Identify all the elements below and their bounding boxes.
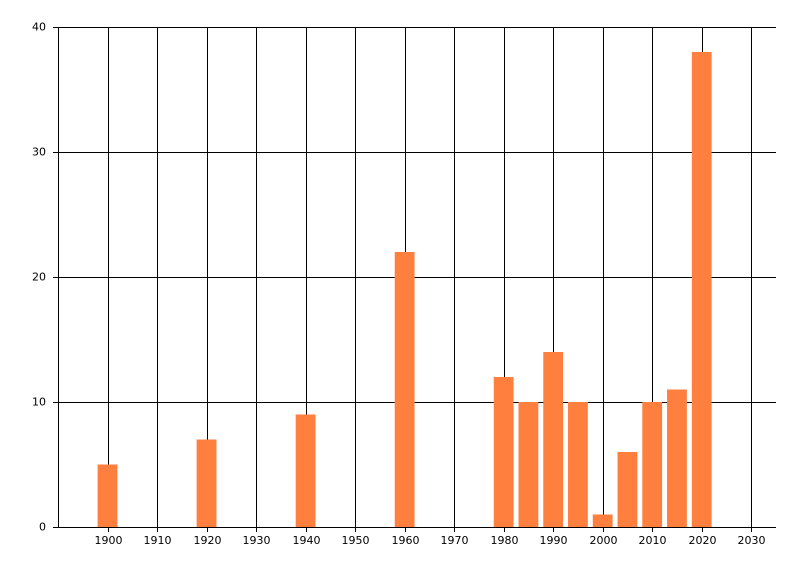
x-tick-label: 1990 (540, 534, 568, 547)
bar (568, 402, 588, 527)
x-tick-label: 2010 (639, 534, 667, 547)
x-tick-label: 1930 (243, 534, 271, 547)
x-tick-label: 2000 (590, 534, 618, 547)
x-tick-label: 1960 (392, 534, 420, 547)
x-tick-label: 1910 (144, 534, 172, 547)
y-tick-label: 10 (32, 396, 46, 409)
x-tick-label: 1900 (95, 534, 123, 547)
bar (394, 252, 415, 527)
x-tick-label: 1940 (293, 534, 321, 547)
y-tick-label: 20 (32, 271, 46, 284)
bar (592, 514, 613, 527)
y-tick-label: 30 (32, 146, 46, 159)
x-tick-label: 1970 (441, 534, 469, 547)
bar (295, 414, 316, 527)
x-tick-label: 1950 (342, 534, 370, 547)
bar (196, 439, 217, 527)
bar (617, 452, 638, 527)
bar (667, 389, 687, 527)
y-tick-label: 0 (39, 521, 46, 534)
x-tick-label: 1980 (491, 534, 519, 547)
bar (642, 402, 663, 527)
x-tick-label: 2030 (738, 534, 766, 547)
bar (691, 52, 712, 527)
x-tick-label: 1920 (194, 534, 222, 547)
bar (493, 377, 514, 527)
bar (97, 464, 118, 527)
bar (518, 402, 539, 527)
y-tick-label: 40 (32, 21, 46, 34)
bar (543, 352, 564, 527)
x-tick-label: 2020 (689, 534, 717, 547)
